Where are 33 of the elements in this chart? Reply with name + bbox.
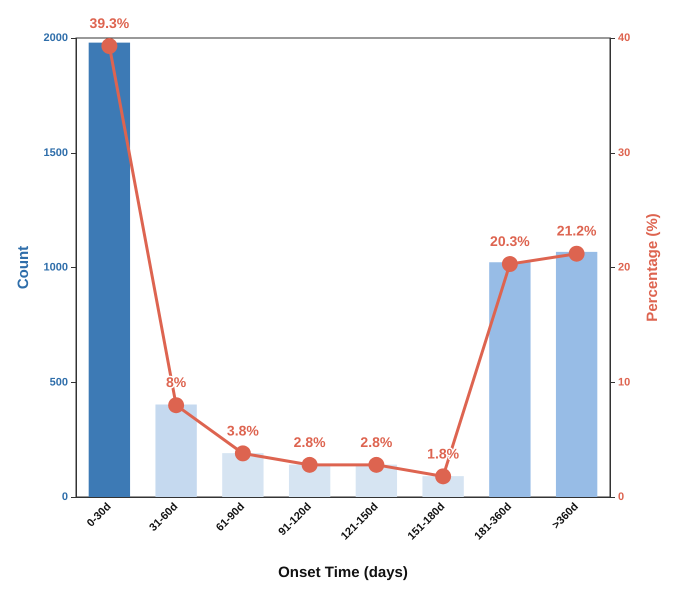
data-label: 2.8%	[294, 434, 326, 450]
point	[368, 456, 384, 473]
x-axis-title: Onset Time (days)	[278, 564, 408, 581]
y2-tick-label: 40	[618, 32, 630, 44]
point	[568, 246, 585, 262]
bar	[288, 464, 330, 497]
bar	[88, 42, 130, 497]
point	[502, 256, 518, 272]
y-tick-label: 1000	[44, 262, 68, 274]
point	[234, 445, 251, 462]
data-label: 20.3%	[490, 233, 530, 250]
y-tick-label: 0	[62, 491, 68, 503]
y2-axis-title: Percentage (%)	[644, 213, 661, 322]
y2-tick-label: 20	[618, 262, 630, 274]
y2-tick-label: 0	[618, 491, 624, 503]
data-label: 39.3%	[90, 15, 130, 32]
y-tick-label: 500	[50, 376, 68, 388]
bar	[489, 262, 531, 497]
y2-tick-label: 30	[618, 146, 630, 159]
y-tick-label: 2000	[44, 32, 68, 44]
bar	[556, 252, 598, 497]
point	[302, 456, 318, 473]
data-label: 3.8%	[226, 422, 260, 438]
y2-tick-label: 10	[618, 376, 630, 388]
data-label: 21.2%	[556, 222, 598, 239]
point	[168, 397, 184, 414]
point	[435, 468, 452, 484]
y-tick-label: 1500	[44, 146, 68, 159]
point	[101, 38, 118, 54]
data-label: 2.8%	[360, 434, 393, 450]
bar	[222, 453, 264, 497]
bar	[155, 404, 197, 497]
y-axis-title: Count	[15, 246, 32, 290]
